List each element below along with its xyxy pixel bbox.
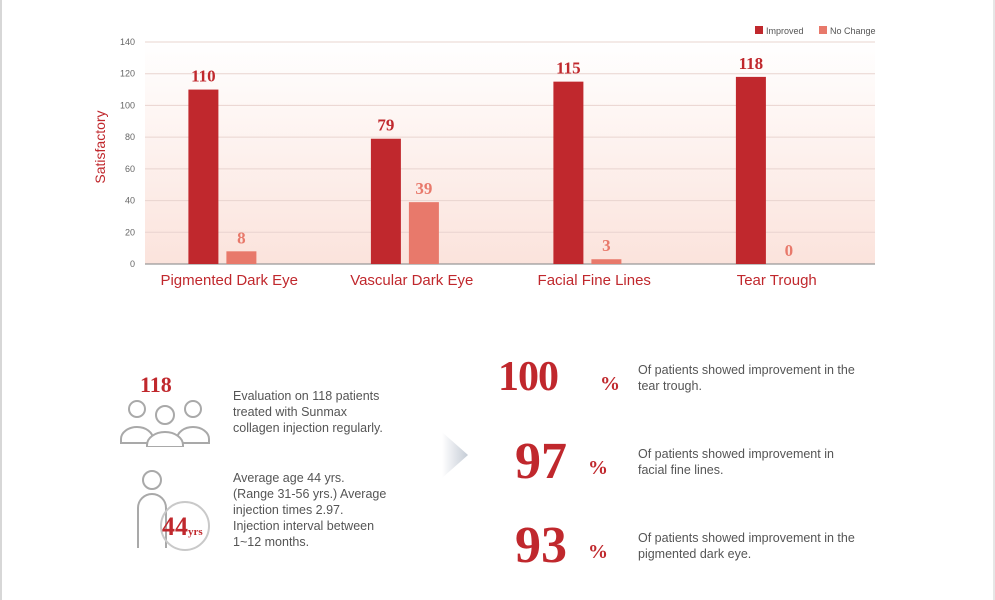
y-tick-label: 140 bbox=[120, 37, 135, 47]
x-tick-label: Tear Trough bbox=[737, 272, 817, 289]
pct-value-fine-lines: 97 bbox=[515, 433, 567, 490]
y-tick-label: 40 bbox=[125, 196, 135, 206]
right-border bbox=[993, 0, 995, 600]
age-text-line: Injection interval between bbox=[233, 519, 375, 533]
pct-value-dark-eye: 93 bbox=[515, 517, 567, 574]
data-label: 3 bbox=[602, 236, 611, 255]
bar-improved bbox=[370, 138, 401, 264]
legend-label: Improved bbox=[766, 26, 804, 36]
left-border bbox=[0, 0, 2, 600]
x-tick-label: Pigmented Dark Eye bbox=[160, 272, 298, 289]
legend-label: No Change bbox=[830, 26, 876, 36]
age-badge: 44yrs bbox=[162, 512, 203, 542]
pct-sign: % bbox=[600, 373, 620, 395]
pct-desc-tear-trough: Of patients showed improvement in the te… bbox=[638, 362, 878, 394]
y-tick-label: 0 bbox=[130, 259, 135, 269]
y-tick-label: 80 bbox=[125, 132, 135, 142]
pct-desc-line: facial fine lines. bbox=[638, 463, 724, 477]
pct-desc-line: tear trough. bbox=[638, 379, 702, 393]
pct-desc-line: Of patients showed improvement in the bbox=[638, 531, 855, 545]
y-tick-label: 60 bbox=[125, 164, 135, 174]
bar-improved bbox=[735, 76, 766, 264]
pct-desc-fine-lines: Of patients showed improvement in facial… bbox=[638, 446, 878, 478]
y-axis-label: Satisfactory bbox=[92, 110, 108, 183]
pct-desc-dark-eye: Of patients showed improvement in the pi… bbox=[638, 530, 878, 562]
data-label: 0 bbox=[785, 241, 794, 260]
pct-desc-line: pigmented dark eye. bbox=[638, 547, 752, 561]
age-unit: yrs bbox=[188, 526, 203, 538]
person-age-icon bbox=[137, 470, 210, 551]
legend-swatch bbox=[819, 26, 827, 34]
age-text-line: Average age 44 yrs. bbox=[233, 471, 345, 485]
x-tick-label: Vascular Dark Eye bbox=[350, 272, 473, 289]
y-tick-label: 100 bbox=[120, 100, 135, 110]
x-tick-label: Facial Fine Lines bbox=[538, 272, 651, 289]
legend-swatch bbox=[755, 26, 763, 34]
y-tick-label: 20 bbox=[125, 227, 135, 237]
data-label: 118 bbox=[739, 54, 764, 73]
age-text-line: (Range 31-56 yrs.) Average bbox=[233, 487, 387, 501]
data-label: 8 bbox=[237, 228, 246, 247]
patients-text-line: Evaluation on 118 patients bbox=[233, 389, 380, 403]
patients-text-line: treated with Sunmax bbox=[233, 405, 347, 419]
arrow-divider-icon bbox=[442, 432, 468, 478]
age-number: 44 bbox=[162, 512, 188, 541]
data-label: 115 bbox=[556, 59, 581, 78]
pct-desc-line: Of patients showed improvement in bbox=[638, 447, 834, 461]
patients-text: Evaluation on 118 patients treated with … bbox=[233, 388, 383, 436]
bar-chart: 0 20 40 60 80 100 120 140 Satisfactory 110 8 Pigmen… bbox=[92, 26, 876, 289]
y-tick-label: 120 bbox=[120, 69, 135, 79]
age-text: Average age 44 yrs. (Range 31-56 yrs.) A… bbox=[233, 470, 386, 550]
data-label: 39 bbox=[415, 179, 432, 198]
age-text-line: injection times 2.97. bbox=[233, 503, 344, 517]
bar-improved bbox=[188, 89, 219, 264]
bar-no-change bbox=[408, 202, 439, 264]
pct-sign: % bbox=[588, 541, 608, 563]
data-label: 110 bbox=[191, 67, 216, 86]
bar-no-change bbox=[591, 259, 622, 264]
patients-count: 118 bbox=[140, 372, 172, 397]
age-text-line: 1~12 months. bbox=[233, 535, 310, 549]
people-group-icon bbox=[120, 400, 210, 447]
bar-improved bbox=[553, 81, 584, 265]
data-label: 79 bbox=[377, 116, 394, 135]
pct-desc-line: Of patients showed improvement in the bbox=[638, 363, 855, 377]
pct-sign: % bbox=[588, 457, 608, 479]
patients-text-line: collagen injection regularly. bbox=[233, 421, 383, 435]
pct-value-tear-trough: 100 bbox=[498, 354, 559, 400]
bar-no-change bbox=[226, 251, 257, 264]
